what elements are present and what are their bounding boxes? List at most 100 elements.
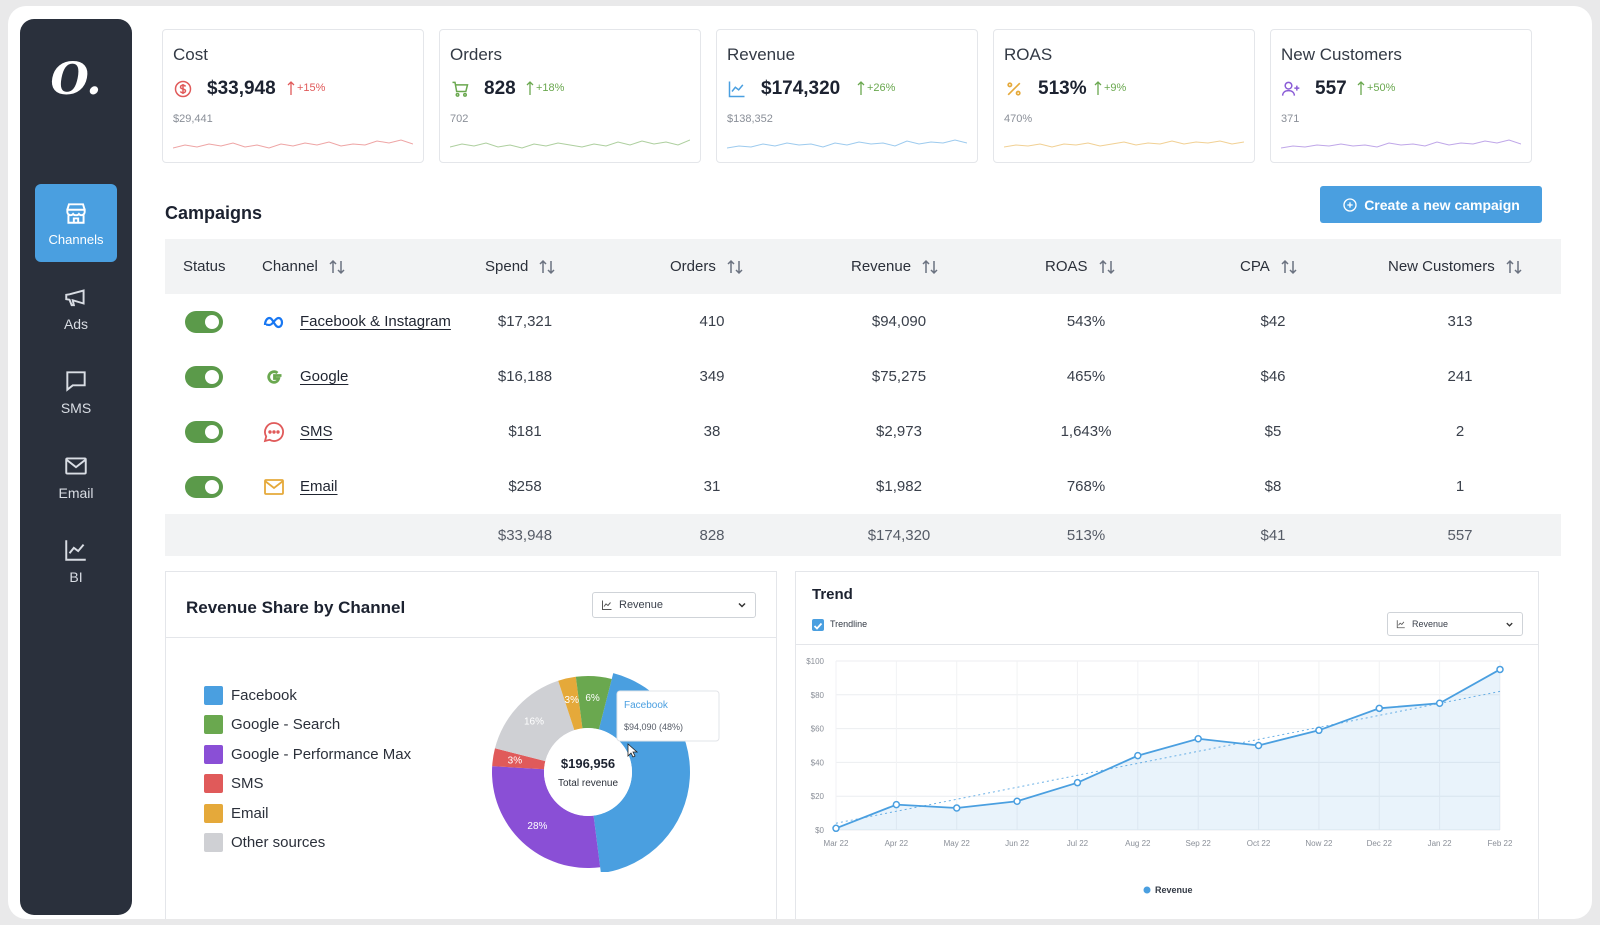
kpi-card-orders[interactable]: Orders 828 +18% 702 — [439, 29, 701, 163]
status-toggle[interactable] — [185, 420, 223, 443]
sparkline — [173, 139, 413, 149]
sort-icon[interactable] — [726, 258, 744, 276]
revenue-cell: $94,090 — [871, 313, 927, 330]
trendline-checkbox[interactable] — [812, 619, 824, 631]
sort-icon[interactable] — [328, 258, 346, 276]
data-point[interactable] — [1194, 734, 1202, 743]
legend-swatch — [204, 745, 223, 764]
sidebar-item-email[interactable]: Email — [35, 438, 117, 516]
create-campaign-label: Create a new campaign — [1364, 196, 1520, 213]
data-point[interactable] — [1315, 726, 1323, 735]
app-logo[interactable]: O. — [50, 53, 102, 105]
kpi-card-revenue[interactable]: Revenue $174,320 +26% $138,352 — [716, 29, 978, 163]
new-customers-cell: 2 — [1455, 423, 1465, 440]
cpa-cell: $8 — [1264, 478, 1282, 495]
x-tick-label: Jun 22 — [1005, 839, 1030, 848]
column-header-roas[interactable]: ROAS — [1045, 239, 1116, 294]
sort-icon[interactable] — [1280, 258, 1298, 276]
dollar-circle-icon — [174, 80, 192, 98]
column-header-revenue[interactable]: Revenue — [851, 239, 939, 294]
sort-icon[interactable] — [921, 258, 939, 276]
kpi-card-roas[interactable]: ROAS 513% +9% 470% — [993, 29, 1255, 163]
legend-swatch — [204, 715, 223, 734]
legend-item: Facebook — [204, 686, 297, 705]
legend-item: Google - Performance Max — [204, 745, 411, 764]
pie-slice[interactable] — [494, 680, 575, 762]
kpi-title: Cost — [173, 45, 208, 64]
revenue-donut-chart[interactable]: 28% 3% 16% 3% 6% $196,956 Total revenue Face… — [476, 652, 776, 872]
data-point[interactable] — [1073, 778, 1082, 787]
column-header-new-customers[interactable]: New Customers — [1388, 239, 1523, 294]
cpa-cell: $42 — [1260, 313, 1286, 330]
pie-slice[interactable] — [492, 748, 546, 770]
trend-metric-select[interactable]: Revenue — [1387, 612, 1523, 636]
column-header-orders[interactable]: Orders — [670, 239, 744, 294]
legend-item: SMS — [204, 774, 264, 793]
table-row: Email $258 31 $1,982 768% $8 1 — [165, 459, 1561, 514]
x-tick-label: Sep 22 — [1186, 839, 1212, 848]
legend-label: Google - Search — [231, 716, 341, 733]
arrow-up-icon — [1094, 81, 1102, 95]
select-value: Revenue — [1412, 619, 1449, 629]
trend-panel: Trend Trendline Revenue $0 $20 $40 $60 $80 $1… — [795, 571, 1539, 919]
data-point[interactable] — [832, 824, 840, 833]
sidebar-item-bi[interactable]: BI — [35, 522, 117, 600]
pie-slice[interactable] — [558, 676, 583, 731]
sidebar-item-label: Channels — [48, 231, 104, 247]
plus-circle-icon — [1343, 197, 1357, 212]
revenue-trend-chart[interactable]: $0 $20 $40 $60 $80 $100 Mar 22 Apr 22 May 22 Jun… — [796, 652, 1538, 919]
x-tick-label: Now 22 — [1305, 839, 1333, 848]
legend-swatch — [204, 804, 223, 823]
pie-slice[interactable] — [492, 766, 601, 868]
data-point[interactable] — [1375, 704, 1384, 713]
sidebar-item-ads[interactable]: Ads — [35, 269, 117, 347]
sort-icon[interactable] — [1505, 258, 1523, 276]
data-point[interactable] — [1013, 797, 1021, 806]
data-point[interactable] — [952, 804, 961, 812]
channel-link[interactable]: SMS — [300, 423, 333, 440]
column-label: Revenue — [851, 258, 912, 275]
sort-icon[interactable] — [1098, 258, 1116, 276]
store-icon — [66, 202, 86, 224]
sort-icon[interactable] — [538, 258, 556, 276]
kpi-value: 828 — [484, 78, 516, 99]
channel-link[interactable]: Google — [300, 368, 349, 385]
metric-select[interactable]: Revenue — [592, 592, 756, 618]
data-point[interactable] — [892, 800, 901, 809]
status-toggle[interactable] — [185, 310, 223, 333]
sidebar-item-sms[interactable]: SMS — [35, 353, 117, 431]
arrow-up-icon — [1357, 81, 1365, 95]
table-header: Status Channel Spend Orders Revenue ROAS… — [165, 239, 1561, 294]
pie-slice[interactable] — [575, 676, 612, 730]
status-toggle[interactable] — [185, 365, 223, 388]
kpi-change-value: +26% — [867, 82, 896, 94]
kpi-card-new-customers[interactable]: New Customers 557 +50% 371 — [1270, 29, 1532, 163]
column-header-channel[interactable]: Channel — [262, 239, 346, 294]
legend-item: Google - Search — [204, 715, 340, 734]
column-header-cpa[interactable]: CPA — [1240, 239, 1298, 294]
x-tick-label: Jan 22 — [1428, 839, 1453, 848]
kpi-previous: 371 — [1281, 113, 1300, 125]
x-tick-label: Dec 22 — [1367, 839, 1393, 848]
total-orders: 828 — [699, 526, 725, 544]
create-campaign-button[interactable]: Create a new campaign — [1320, 186, 1542, 223]
kpi-card-cost[interactable]: Cost $33,948 +15% $29,441 — [162, 29, 424, 163]
data-point[interactable] — [1254, 741, 1263, 750]
y-tick-label: $100 — [806, 657, 824, 666]
column-header-spend[interactable]: Spend — [485, 239, 556, 294]
data-point[interactable] — [1435, 699, 1444, 707]
column-label: Channel — [262, 258, 318, 275]
data-point[interactable] — [1496, 665, 1504, 674]
legend-label: Other sources — [231, 834, 326, 851]
sidebar: O. Channels Ads SMS Email BI — [20, 19, 132, 915]
x-tick-label: Apr 22 — [885, 839, 909, 848]
sidebar-item-channels[interactable]: Channels — [35, 184, 117, 262]
divider — [796, 644, 1538, 645]
roas-cell: 465% — [1066, 368, 1106, 385]
new-customers-cell: 313 — [1447, 313, 1473, 330]
channel-link[interactable]: Email — [300, 478, 338, 495]
kpi-change: +9% — [1094, 80, 1126, 96]
data-point[interactable] — [1134, 751, 1142, 760]
status-toggle[interactable] — [185, 475, 223, 498]
channel-link[interactable]: Facebook & Instagram — [300, 313, 451, 330]
